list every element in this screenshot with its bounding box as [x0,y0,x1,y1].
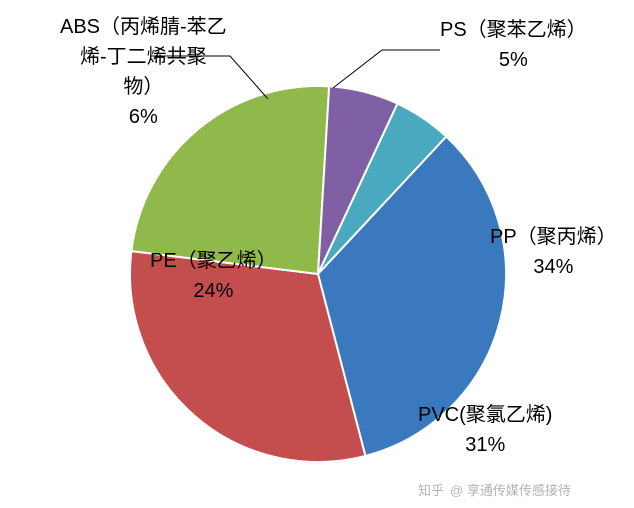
watermark-text: @ 享通传媒传感接待 [450,483,571,498]
label-line: 24% [150,276,277,306]
label-line: 物） [60,72,227,102]
watermark: 知乎 @ 享通传媒传感接待 [418,480,571,499]
label-line: 5% [440,45,587,75]
slice-label-pe: PE（聚乙烯）24% [150,246,277,306]
label-line: 烯-丁二烯共聚 [60,42,227,72]
slice-label-ps: PS（聚苯乙烯）5% [440,15,587,75]
label-line: PP（聚丙烯） [490,222,617,252]
leader-line [333,50,440,88]
label-line: PS（聚苯乙烯） [440,15,587,45]
label-line: PVC(聚氯乙烯) [418,400,552,430]
watermark-prefix: 知乎 [418,483,444,498]
label-line: 6% [60,102,227,132]
label-line: PE（聚乙烯） [150,246,277,276]
slice-label-pp: PP（聚丙烯）34% [490,222,617,282]
slice-label-pvc: PVC(聚氯乙烯)31% [418,400,552,460]
plastic-types-pie-chart: PP（聚丙烯）34% PVC(聚氯乙烯)31% PE（聚乙烯）24% ABS（丙烯腈-… [0,0,634,508]
label-line: 31% [418,430,552,460]
slice-label-abs: ABS（丙烯腈-苯乙烯-丁二烯共聚物）6% [60,12,227,132]
label-line: ABS（丙烯腈-苯乙 [60,12,227,42]
label-line: 34% [490,252,617,282]
